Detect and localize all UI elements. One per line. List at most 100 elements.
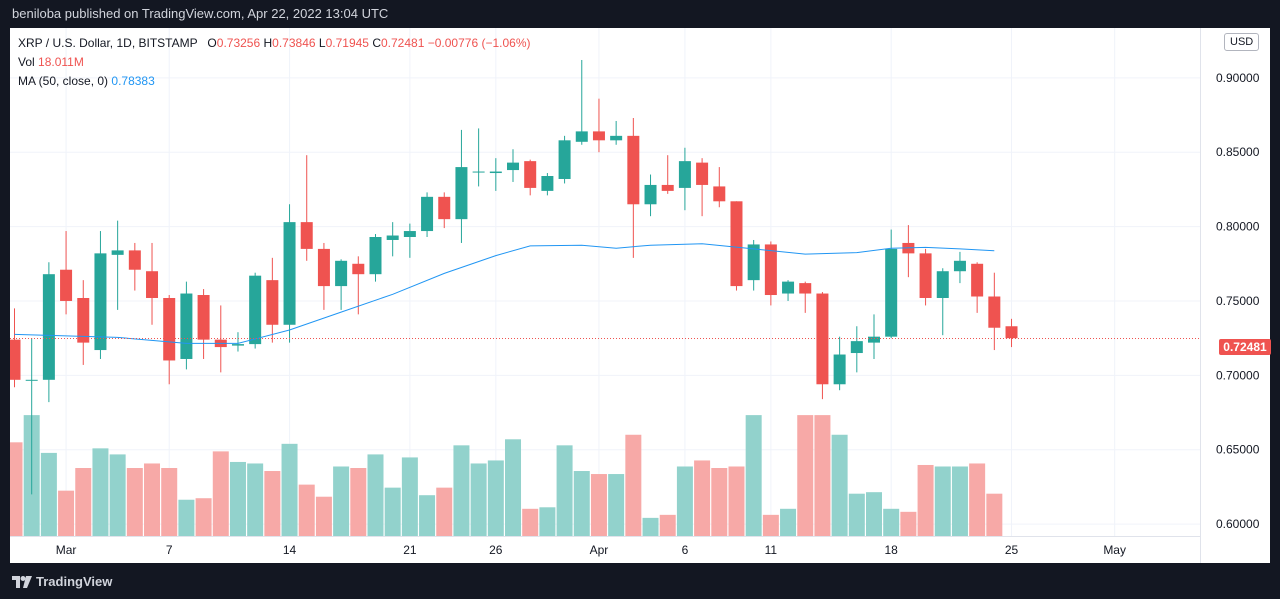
candle-body: [936, 271, 949, 298]
candle-body: [816, 293, 829, 385]
candle-body: [988, 296, 1001, 328]
volume-bar: [831, 434, 848, 536]
candle-body: [266, 280, 279, 325]
candle-body: [60, 269, 73, 301]
candle-body: [696, 162, 709, 185]
open-label: O: [207, 36, 217, 50]
volume-bar: [315, 496, 332, 536]
volume-bar: [178, 499, 195, 536]
volume-bar: [711, 468, 728, 536]
x-tick-label: May: [1103, 543, 1126, 557]
volume-bar: [298, 484, 315, 536]
volume-bar: [900, 511, 917, 536]
y-tick-label: 0.75000: [1216, 294, 1260, 308]
tradingview-logo-icon: [12, 575, 32, 588]
candle-body: [77, 297, 90, 343]
ma-value: 0.78383: [111, 74, 155, 88]
candle-body: [610, 135, 623, 141]
candle-body: [197, 295, 210, 340]
candle-body: [472, 171, 485, 173]
candle-body: [317, 248, 330, 287]
volume-bar: [694, 460, 711, 536]
volume-bar: [161, 468, 178, 536]
volume-bar: [728, 466, 745, 536]
y-tick-label: 0.65000: [1216, 443, 1260, 457]
candle-body: [868, 336, 880, 343]
y-tick-label: 0.85000: [1216, 145, 1260, 159]
ma-label: MA (50, close, 0): [18, 74, 109, 88]
candle-body: [764, 244, 777, 296]
candle-body: [352, 263, 365, 275]
volume-bar: [58, 490, 75, 536]
candle-body: [644, 184, 657, 205]
y-tick-label: 0.70000: [1216, 368, 1260, 382]
candle-body: [128, 250, 141, 270]
volume-bar: [144, 463, 161, 536]
volume-bar: [436, 487, 453, 536]
volume-bar: [814, 415, 831, 536]
price-chart[interactable]: 0.60000 0.65000 0.70000 0.75000 0.80000 0.850…: [10, 28, 1270, 563]
candle-body: [283, 222, 296, 325]
volume-bar: [951, 466, 968, 536]
volume-bar: [522, 508, 539, 536]
volume-bar: [333, 466, 350, 536]
volume-bar: [350, 468, 367, 536]
volume-bar: [745, 415, 762, 536]
candle-body: [661, 184, 674, 191]
tradingview-logo-text: TradingView: [36, 574, 113, 589]
chart-legend: XRP / U.S. Dollar, 1D, BITSTAMP O0.73256…: [18, 34, 530, 91]
candle-body: [833, 354, 846, 385]
y-tick-label: 0.90000: [1216, 71, 1260, 85]
currency-button[interactable]: USD: [1224, 33, 1260, 51]
volume-bar: [401, 457, 418, 536]
volume-bar: [934, 466, 951, 536]
volume-bar: [848, 493, 865, 536]
published-text: beniloba published on TradingView.com, A…: [12, 6, 389, 21]
candle-body: [94, 253, 107, 351]
close-label: C: [372, 36, 381, 50]
volume-bar: [212, 451, 229, 536]
x-tick-label: 25: [1005, 543, 1019, 557]
footer: TradingView: [0, 563, 1280, 599]
volume-bar: [10, 442, 23, 536]
volume-bar: [797, 415, 814, 536]
y-tick-label: 0.80000: [1216, 220, 1260, 234]
candle-body: [558, 140, 571, 179]
candle-body: [421, 196, 434, 232]
candle-body: [146, 271, 159, 298]
tradingview-logo[interactable]: TradingView: [12, 574, 112, 589]
x-tick-label: 21: [403, 543, 417, 557]
volume-bar: [264, 471, 281, 536]
vol-value: 18.011M: [38, 55, 84, 69]
publish-header: beniloba published on TradingView.com, A…: [0, 0, 1280, 28]
volume-bar: [281, 443, 298, 536]
vol-label: Vol: [18, 55, 35, 69]
open-value: 0.73256: [216, 36, 261, 50]
volume-bar: [384, 487, 401, 536]
candle-body: [403, 231, 416, 238]
candle-body: [489, 171, 502, 174]
candle-body: [953, 260, 966, 272]
candle-body: [971, 263, 984, 297]
change-value: −0.00776 (−1.06%): [427, 36, 531, 50]
candle-body: [163, 297, 176, 361]
candle-body: [575, 131, 588, 142]
ma-row: MA (50, close, 0) 0.78383: [18, 72, 530, 91]
x-tick-label: 14: [283, 543, 297, 557]
volume-bar: [505, 439, 522, 536]
volume-bar: [453, 445, 470, 536]
volume-bar: [917, 464, 934, 536]
volume-bar: [780, 508, 797, 536]
candle-body: [507, 162, 520, 171]
volume-bar: [676, 466, 693, 536]
volume-bar: [573, 471, 590, 536]
candle-body: [369, 237, 382, 275]
chart-panel[interactable]: 0.60000 0.65000 0.70000 0.75000 0.80000 0.850…: [10, 28, 1271, 563]
volume-bar: [590, 474, 607, 536]
x-tick-label: 7: [166, 543, 173, 557]
volume-bar: [367, 454, 384, 536]
volume-bar: [487, 460, 504, 536]
volume-bar: [229, 461, 246, 536]
volume-bar: [883, 508, 900, 536]
volume-bar: [986, 493, 1003, 536]
